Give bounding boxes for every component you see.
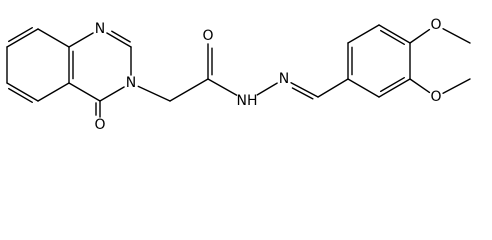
- bond: [256, 82, 278, 96]
- bond: [37, 82, 70, 102]
- bond: [37, 28, 70, 48]
- bond: [290, 82, 319, 98]
- bond: [207, 78, 238, 96]
- bond: [8, 87, 33, 103]
- atom-label: O: [430, 89, 441, 105]
- bond: [111, 30, 131, 43]
- bond: [380, 29, 405, 45]
- bond: [378, 24, 411, 44]
- bond: [317, 78, 349, 98]
- atom-label: N: [126, 75, 136, 91]
- bond: [442, 28, 471, 44]
- bond: [99, 86, 125, 102]
- atom-label: N: [279, 71, 289, 87]
- atom-label: O: [202, 28, 213, 44]
- bond: [169, 78, 209, 102]
- bond: [106, 32, 132, 48]
- atom-label: O: [94, 117, 105, 133]
- bond: [6, 28, 39, 48]
- bond: [380, 77, 405, 93]
- bond: [291, 87, 314, 100]
- bond: [409, 28, 431, 44]
- atom-label: O: [430, 17, 441, 33]
- bond: [347, 78, 380, 98]
- bond: [137, 85, 171, 102]
- bond: [347, 24, 380, 44]
- atom-label: N: [95, 21, 105, 37]
- molecule: N N O O NH N O O: [6, 17, 471, 133]
- bond: [442, 78, 471, 94]
- bond: [8, 27, 33, 43]
- bond: [378, 78, 411, 98]
- bond: [6, 82, 39, 102]
- bond: [68, 82, 101, 102]
- bond: [409, 78, 431, 94]
- bond: [68, 32, 94, 48]
- atom-label: NH: [237, 93, 258, 109]
